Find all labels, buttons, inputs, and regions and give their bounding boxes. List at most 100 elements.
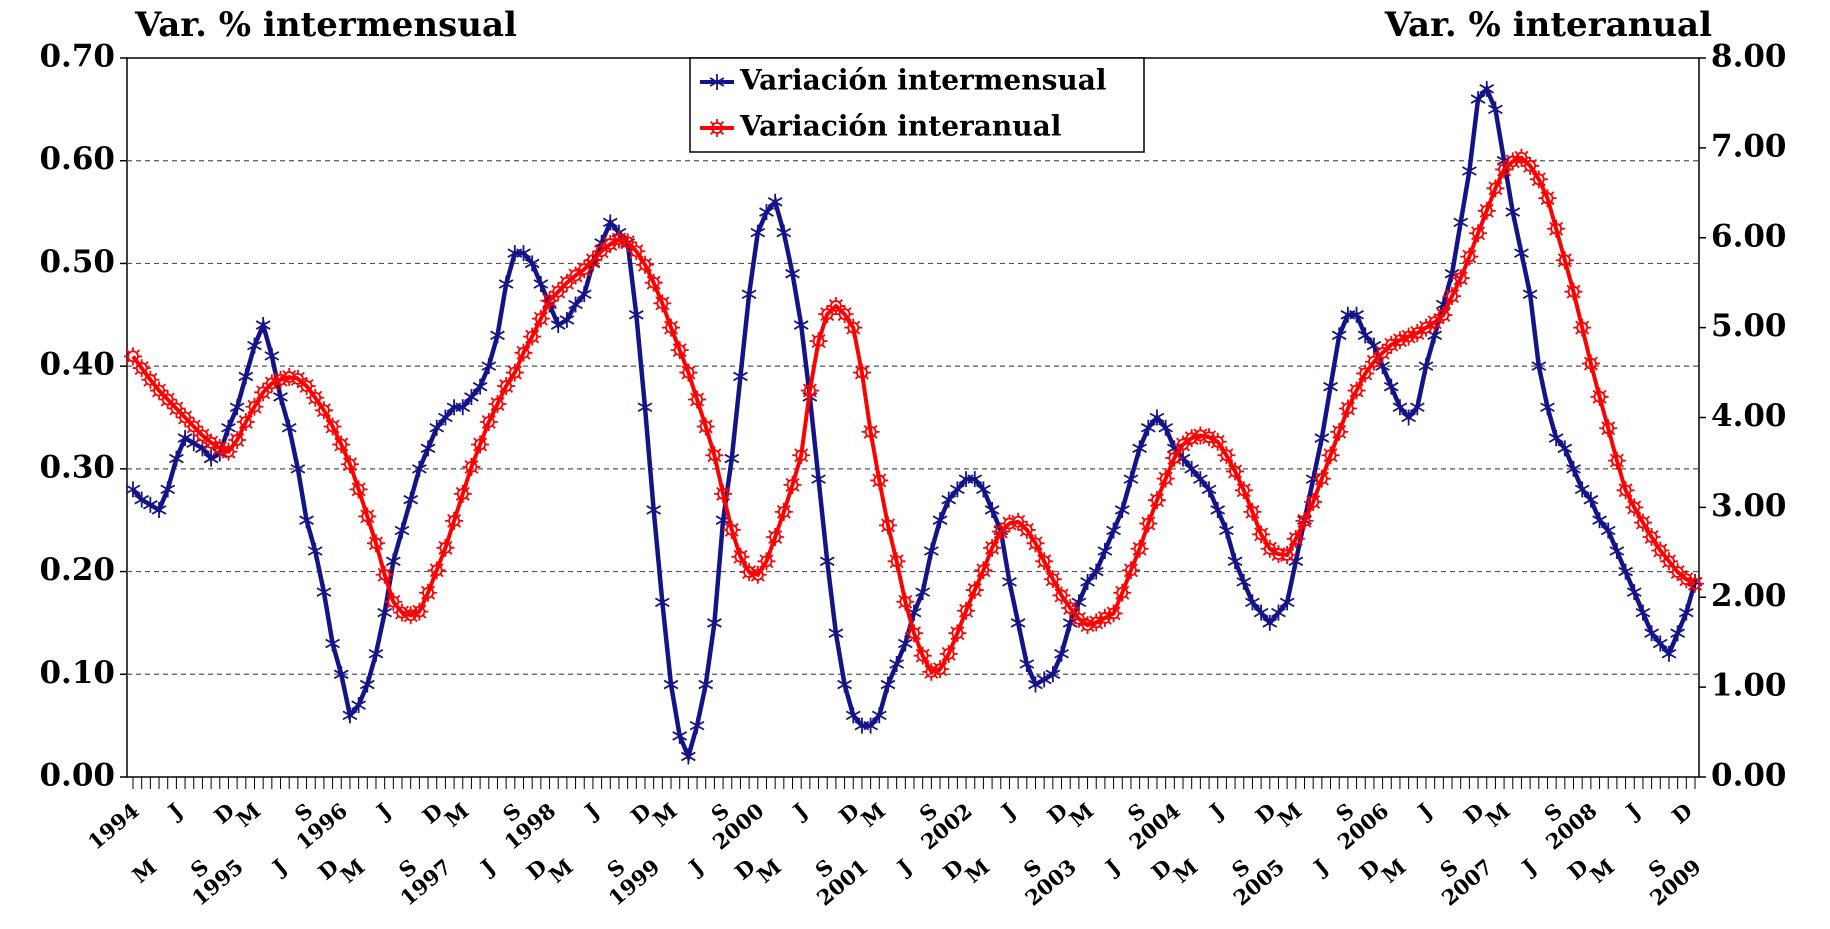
data-point bbox=[453, 484, 472, 503]
y-tick-label: 0.00 bbox=[39, 758, 115, 794]
data-point bbox=[516, 245, 531, 262]
data-point bbox=[635, 255, 654, 274]
data-point bbox=[967, 471, 983, 488]
data-point bbox=[1158, 419, 1174, 436]
x-tick-label: J bbox=[266, 854, 291, 881]
data-point bbox=[1338, 399, 1357, 418]
data-point bbox=[471, 435, 490, 454]
y2-tick-label: 7.00 bbox=[1711, 128, 1787, 164]
data-point bbox=[705, 446, 724, 465]
data-point bbox=[776, 224, 792, 241]
data-point bbox=[1278, 546, 1297, 565]
data-point bbox=[1330, 422, 1349, 441]
x-tick-label: J bbox=[683, 854, 708, 881]
data-point bbox=[628, 306, 644, 323]
data-point bbox=[679, 363, 698, 382]
y2-tick-label: 4.00 bbox=[1711, 398, 1787, 434]
data-point bbox=[837, 676, 852, 693]
data-point bbox=[332, 435, 351, 454]
data-point bbox=[672, 727, 688, 744]
data-point bbox=[1462, 162, 1477, 179]
data-point bbox=[750, 224, 766, 241]
data-point bbox=[662, 318, 681, 337]
data-point bbox=[602, 214, 618, 231]
data-point bbox=[420, 440, 436, 457]
data-point bbox=[923, 543, 939, 560]
data-point bbox=[1488, 101, 1503, 118]
data-point bbox=[1644, 625, 1659, 642]
data-point bbox=[714, 484, 733, 503]
data-point bbox=[323, 417, 342, 436]
y2-tick-label: 0.00 bbox=[1711, 758, 1787, 794]
data-point bbox=[1271, 604, 1286, 621]
data-point bbox=[1599, 419, 1618, 438]
legend-marker bbox=[708, 119, 726, 137]
y-tick-label: 0.60 bbox=[39, 141, 115, 177]
data-point bbox=[1633, 513, 1652, 532]
x-tick-label: J bbox=[995, 798, 1020, 825]
data-point bbox=[844, 318, 863, 337]
data-point bbox=[646, 501, 662, 518]
data-point bbox=[1331, 327, 1347, 344]
data-point bbox=[948, 624, 967, 643]
data-point bbox=[733, 368, 748, 385]
x-tick-label: M bbox=[648, 798, 682, 832]
data-point bbox=[1357, 327, 1373, 344]
data-point bbox=[307, 543, 323, 560]
y2-axis-title: Var. % interanual bbox=[1384, 5, 1712, 45]
data-point bbox=[359, 676, 375, 693]
data-point bbox=[1651, 541, 1670, 560]
data-point bbox=[785, 265, 800, 282]
data-point bbox=[445, 511, 464, 530]
x-tick-label: J bbox=[787, 798, 812, 825]
legend-marker bbox=[709, 74, 725, 90]
data-point bbox=[576, 286, 592, 303]
data-point bbox=[1226, 462, 1245, 481]
data-point bbox=[1443, 287, 1462, 306]
data-point bbox=[1147, 491, 1166, 510]
data-point bbox=[811, 471, 826, 488]
x-tick-label: M bbox=[544, 854, 578, 888]
data-point bbox=[774, 502, 793, 521]
y-tick-label: 0.20 bbox=[39, 552, 115, 588]
data-point bbox=[1453, 214, 1469, 231]
data-point bbox=[931, 660, 950, 679]
data-point bbox=[809, 332, 828, 351]
data-point bbox=[897, 635, 913, 652]
data-point bbox=[1321, 446, 1340, 465]
data-point bbox=[1522, 286, 1538, 303]
data-point bbox=[1252, 525, 1271, 544]
data-point bbox=[1590, 387, 1609, 406]
data-point bbox=[1618, 563, 1633, 580]
y-tick-label: 0.40 bbox=[39, 347, 115, 383]
data-point bbox=[1469, 224, 1488, 243]
data-point bbox=[1635, 604, 1651, 621]
data-point bbox=[1314, 430, 1330, 447]
y-tick-label: 0.10 bbox=[39, 655, 115, 691]
y-tick-label: 0.30 bbox=[39, 449, 115, 485]
data-point bbox=[757, 552, 776, 571]
y-axis-title: Var. % intermensual bbox=[134, 5, 517, 45]
data-point bbox=[887, 552, 906, 571]
data-point bbox=[1097, 543, 1113, 560]
data-point bbox=[688, 390, 707, 409]
data-point bbox=[1156, 469, 1175, 488]
data-point bbox=[1139, 514, 1158, 533]
data-point bbox=[377, 604, 393, 621]
data-point bbox=[462, 457, 481, 476]
data-point bbox=[905, 624, 923, 643]
data-point bbox=[1104, 604, 1123, 623]
data-point bbox=[281, 419, 297, 436]
data-point bbox=[366, 534, 385, 553]
data-point bbox=[1616, 481, 1635, 500]
data-point bbox=[1356, 364, 1375, 383]
data-point bbox=[707, 614, 722, 631]
legend-label: Variación intermensual bbox=[739, 64, 1107, 97]
data-point bbox=[1600, 522, 1616, 539]
data-point bbox=[505, 363, 524, 382]
data-point bbox=[861, 422, 880, 441]
data-point bbox=[1054, 645, 1069, 662]
data-point bbox=[247, 337, 262, 354]
data-point bbox=[1017, 520, 1036, 539]
